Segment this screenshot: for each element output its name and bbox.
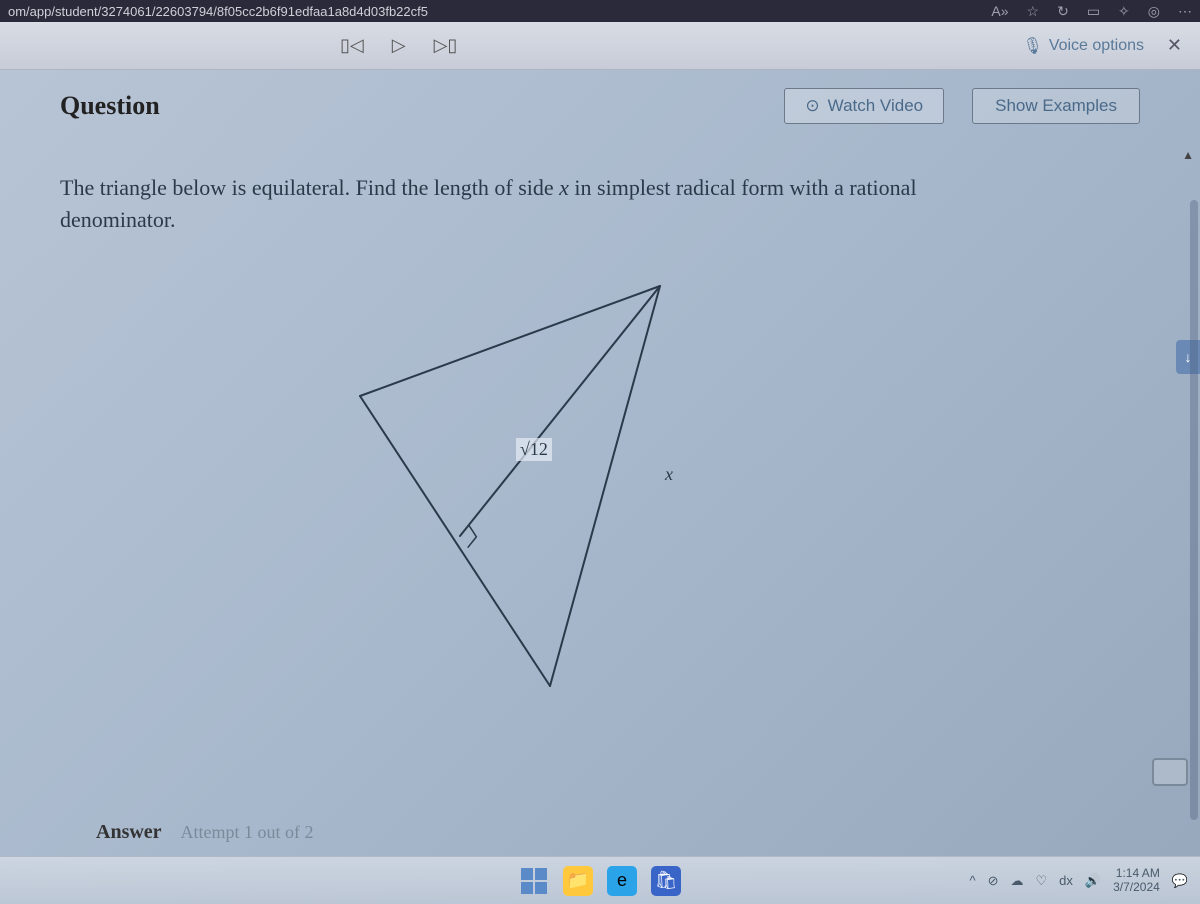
taskbar-apps: 📁 e 🛍: [519, 866, 681, 896]
tray-chevron-icon[interactable]: ^: [970, 873, 976, 888]
answer-row: Answer Attempt 1 out of 2: [96, 821, 314, 844]
edge-icon[interactable]: e: [607, 866, 637, 896]
collections-icon[interactable]: ▭: [1087, 3, 1100, 20]
taskbar: 📁 e 🛍 ^ ⊘ ☁ ♡ dx 🔊 1:14 AM 3/7/2024 💬: [0, 856, 1200, 904]
notifications-icon[interactable]: 💬: [1172, 873, 1188, 889]
play-icon[interactable]: ▷: [392, 35, 406, 56]
triangle-diagram: √12 x: [300, 266, 740, 706]
star-icon[interactable]: ☆: [1027, 3, 1040, 20]
windows-icon: [521, 868, 547, 894]
profile-icon[interactable]: ◎: [1148, 3, 1160, 20]
answer-label: Answer: [96, 821, 162, 843]
voice-options-button[interactable]: 🎙 Voice options: [1023, 36, 1145, 56]
clock-date: 3/7/2024: [1113, 881, 1160, 895]
close-reader-button[interactable]: ✕: [1167, 35, 1182, 56]
tray-dx-icon[interactable]: dx: [1059, 873, 1073, 888]
problem-statement: The triangle below is equilateral. Find …: [60, 172, 1020, 236]
extensions-icon[interactable]: ✧: [1118, 3, 1130, 20]
question-actions: ⊙ Watch Video Show Examples: [784, 88, 1140, 124]
tray-volume-icon[interactable]: 🔊: [1085, 873, 1101, 889]
taskbar-clock[interactable]: 1:14 AM 3/7/2024: [1113, 867, 1160, 895]
play-circle-icon: ⊙: [805, 96, 819, 116]
next-icon[interactable]: ▷▯: [434, 35, 458, 56]
voice-icon: 🎙: [1023, 36, 1043, 56]
content-area: ▲ Question ⊙ Watch Video Show Examples T…: [0, 70, 1200, 856]
start-button[interactable]: [519, 866, 549, 896]
refresh-icon[interactable]: ↻: [1057, 3, 1069, 20]
triangle-svg: [300, 266, 740, 706]
explorer-icon[interactable]: 📁: [563, 866, 593, 896]
prev-icon[interactable]: ▯◁: [340, 35, 364, 56]
tray-cloud-icon[interactable]: ☁: [1011, 873, 1024, 889]
url-text: om/app/student/3274061/22603794/8f05cc2b…: [8, 4, 428, 19]
vertical-scrollbar[interactable]: [1190, 200, 1198, 820]
voice-label: Voice options: [1049, 37, 1144, 55]
tray-wifi-icon[interactable]: ♡: [1036, 873, 1048, 889]
problem-text-1: The triangle below is equilateral. Find …: [60, 175, 559, 200]
tray-nosign-icon[interactable]: ⊘: [988, 873, 999, 889]
clock-time: 1:14 AM: [1113, 867, 1160, 881]
watch-video-button[interactable]: ⊙ Watch Video: [784, 88, 944, 124]
show-examples-label: Show Examples: [995, 96, 1117, 115]
keyboard-indicator[interactable]: [1152, 758, 1188, 786]
scroll-up-arrow[interactable]: ▲: [1182, 148, 1194, 162]
reader-toolbar: ▯◁ ▷ ▷▯ 🎙 Voice options ✕: [0, 22, 1200, 70]
altitude-label: √12: [516, 438, 552, 461]
addr-right-icons: A» ☆ ↻ ▭ ✧ ◎ ⋯: [991, 3, 1192, 20]
store-icon[interactable]: 🛍: [651, 866, 681, 896]
watch-video-label: Watch Video: [828, 96, 923, 116]
show-examples-button[interactable]: Show Examples: [972, 88, 1140, 124]
more-icon[interactable]: ⋯: [1178, 3, 1192, 20]
question-title: Question: [60, 91, 160, 121]
playback-controls: ▯◁ ▷ ▷▯: [340, 35, 457, 56]
question-header-row: Question ⊙ Watch Video Show Examples: [60, 88, 1140, 124]
problem-variable: x: [559, 175, 569, 200]
system-tray: ^ ⊘ ☁ ♡ dx 🔊 1:14 AM 3/7/2024 💬: [970, 867, 1189, 895]
address-bar: om/app/student/3274061/22603794/8f05cc2b…: [0, 0, 1200, 22]
side-label: x: [665, 464, 673, 485]
read-aloud-icon[interactable]: A»: [991, 3, 1008, 20]
attempt-label: Attempt 1 out of 2: [181, 822, 314, 842]
